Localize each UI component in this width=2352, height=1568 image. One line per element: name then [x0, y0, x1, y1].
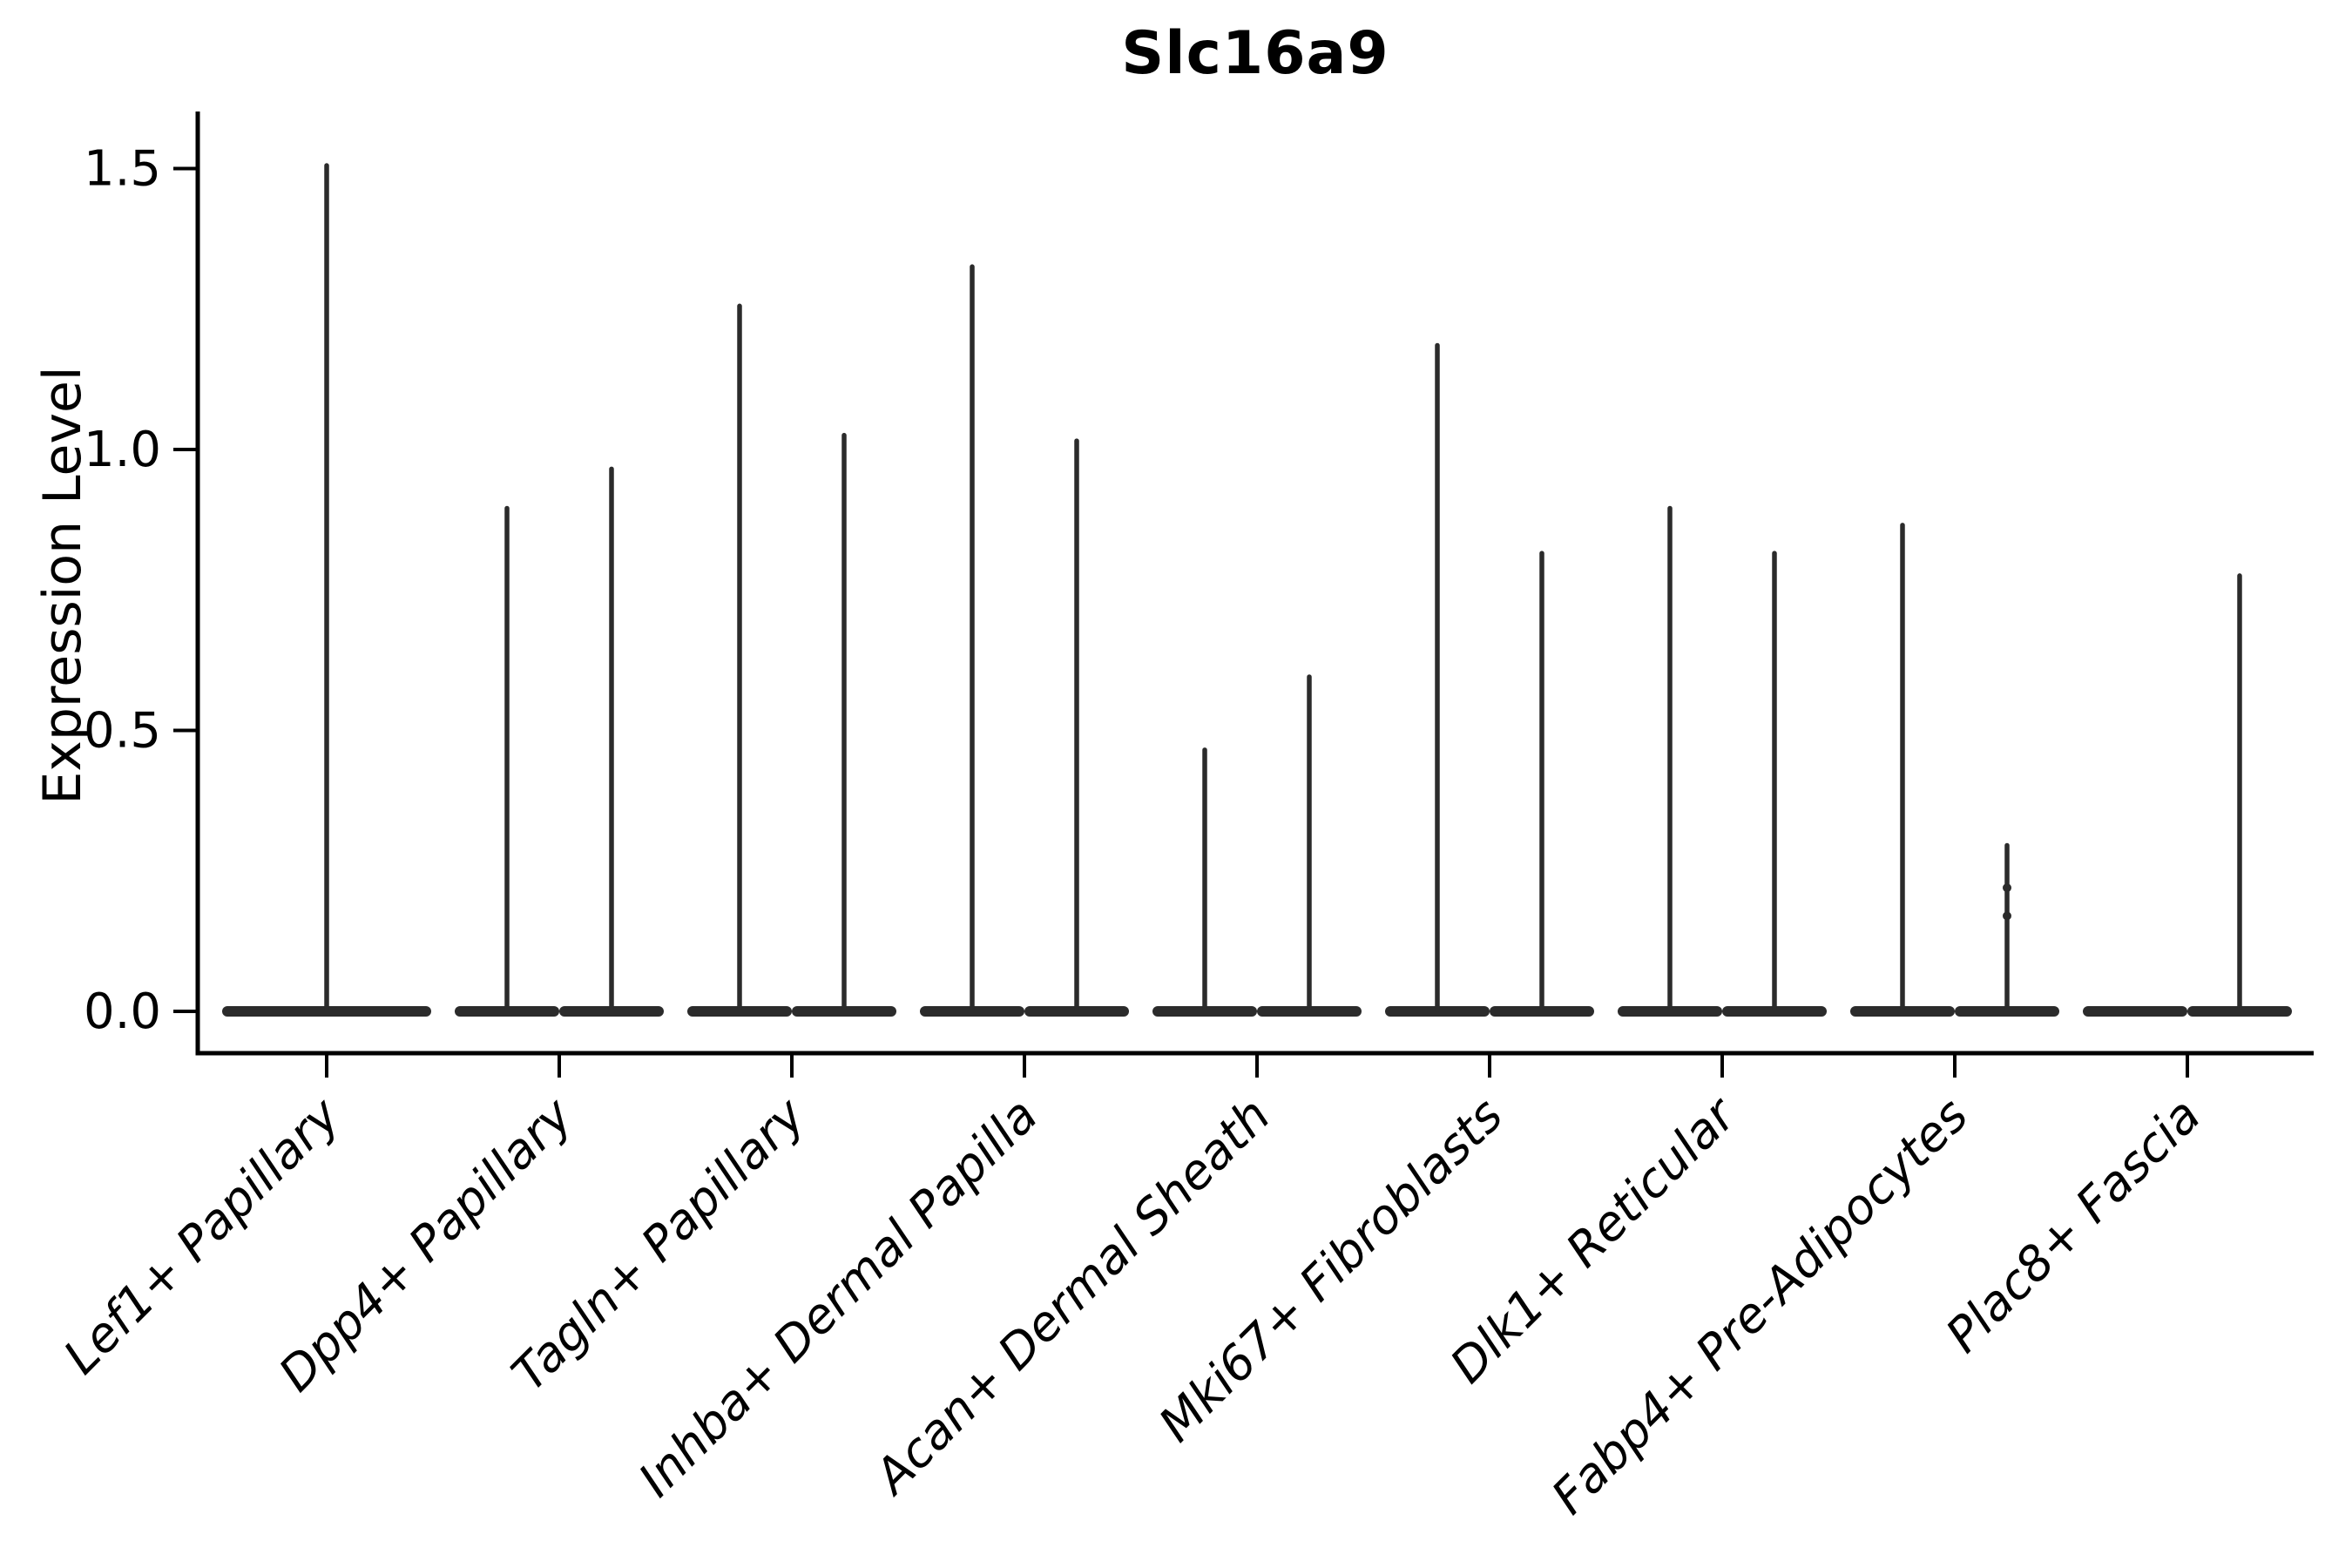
x-tick-label: Fabp4+ Pre-Adipocytes	[1541, 1087, 1978, 1524]
violin-density-bump	[2003, 883, 2011, 893]
y-tick-label: 0.0	[84, 983, 161, 1040]
violin-base	[2083, 1006, 2187, 1017]
y-tick-label: 1.5	[84, 141, 161, 198]
chart-title: Slc16a9	[1121, 19, 1389, 88]
x-tick-label: Acan+ Dermal Sheath	[862, 1087, 1281, 1506]
violin-density-bump	[2003, 911, 2011, 921]
y-tick-label: 1.0	[84, 422, 161, 478]
x-tick-label: Inhba+ Dermal Papilla	[628, 1087, 1048, 1507]
y-tick-label: 0.5	[84, 703, 161, 760]
